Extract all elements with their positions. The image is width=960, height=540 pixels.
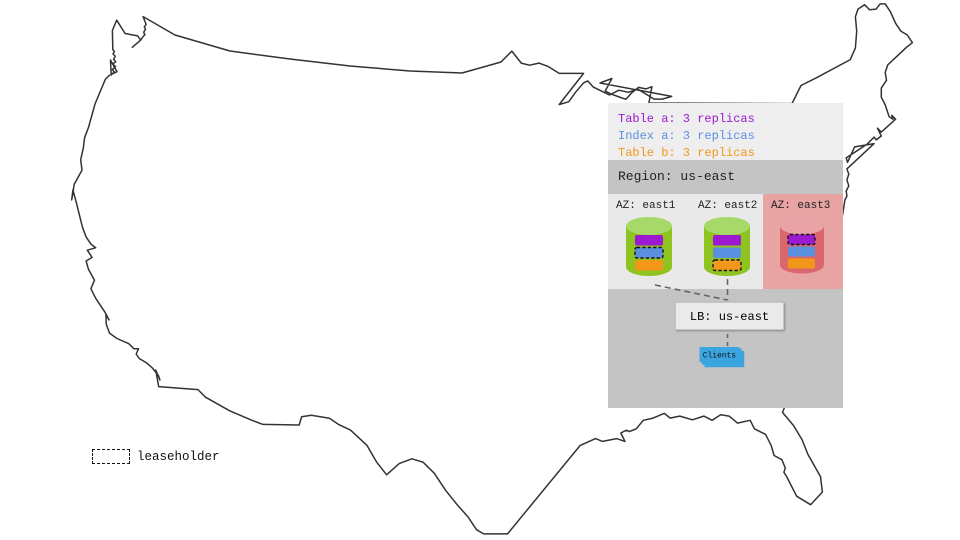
svg-text:Clients: Clients: [703, 352, 736, 361]
